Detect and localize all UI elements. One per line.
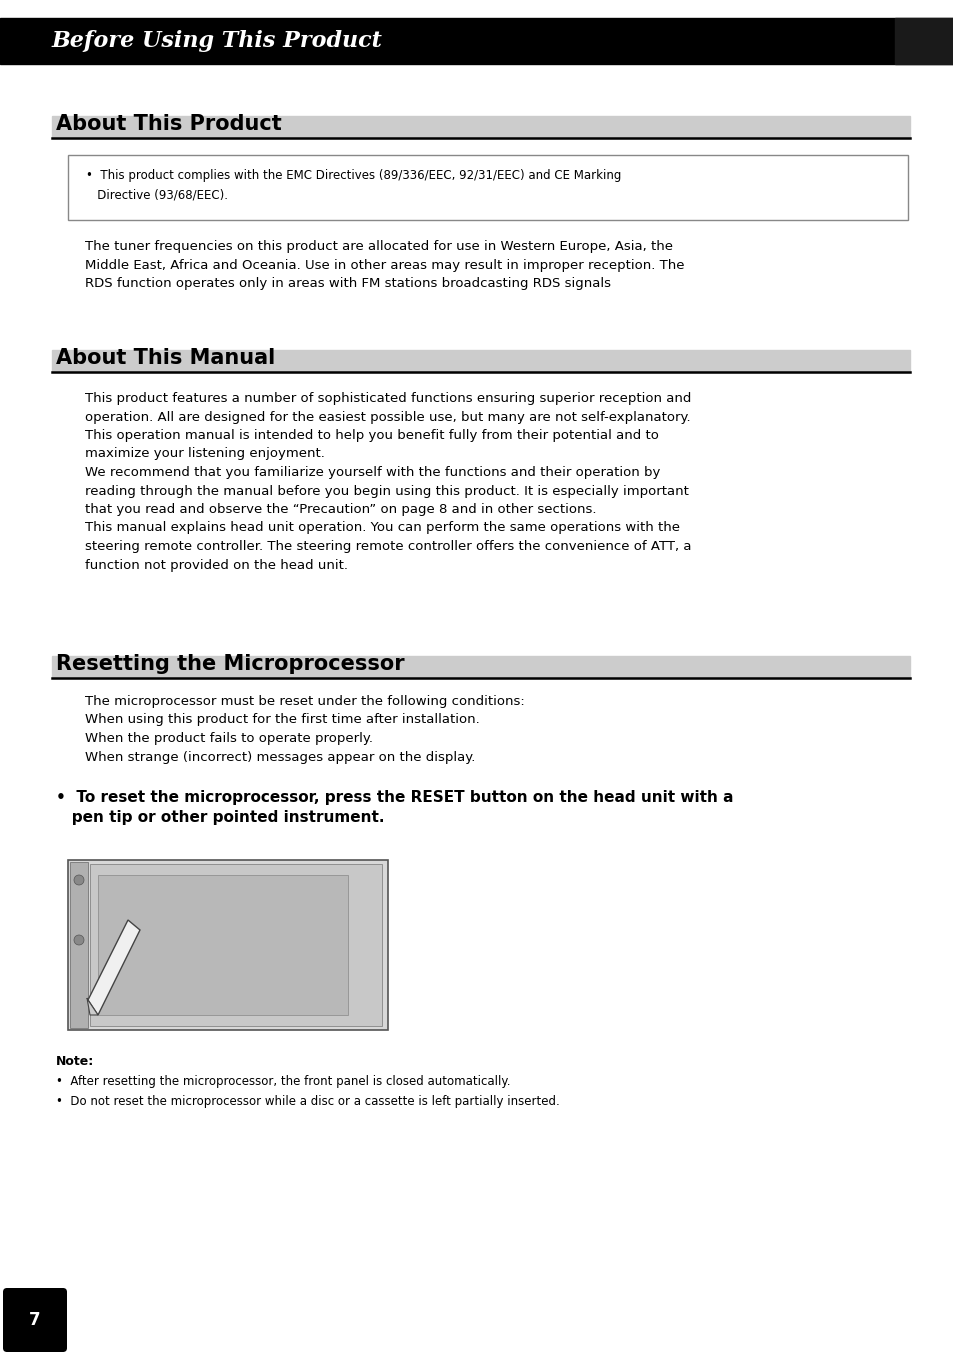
Circle shape	[74, 875, 84, 885]
Bar	[68, 154, 907, 220]
Bar	[52, 117, 909, 138]
Text: This product features a number of sophisticated functions ensuring superior rece: This product features a number of sophis…	[85, 392, 691, 572]
Bar	[0, 18, 953, 64]
Bar	[68, 860, 388, 1030]
Text: Resetting the Microprocessor: Resetting the Microprocessor	[56, 654, 404, 673]
Bar	[70, 862, 88, 1028]
Text: Directive (93/68/EEC).: Directive (93/68/EEC).	[86, 188, 228, 202]
Text: •  After resetting the microprocessor, the front panel is closed automatically.: • After resetting the microprocessor, th…	[56, 1075, 510, 1088]
Text: About This Manual: About This Manual	[56, 348, 275, 369]
Bar	[894, 18, 953, 64]
Text: Note:: Note:	[56, 1056, 94, 1068]
Bar	[52, 350, 909, 373]
Bar	[52, 656, 909, 678]
Text: •  Do not reset the microprocessor while a disc or a cassette is left partially : • Do not reset the microprocessor while …	[56, 1095, 559, 1108]
Text: pen tip or other pointed instrument.: pen tip or other pointed instrument.	[56, 810, 384, 825]
Bar	[90, 864, 381, 1026]
Polygon shape	[87, 999, 98, 1015]
Text: The tuner frequencies on this product are allocated for use in Western Europe, A: The tuner frequencies on this product ar…	[85, 240, 684, 290]
Text: Before Using This Product: Before Using This Product	[52, 30, 382, 51]
Text: The microprocessor must be reset under the following conditions:
When using this: The microprocessor must be reset under t…	[85, 695, 524, 763]
FancyBboxPatch shape	[3, 1289, 67, 1352]
Polygon shape	[88, 920, 140, 1015]
Text: •  This product complies with the EMC Directives (89/336/EEC, 92/31/EEC) and CE : • This product complies with the EMC Dir…	[86, 169, 620, 182]
Text: About This Product: About This Product	[56, 114, 281, 134]
Text: •  To reset the microprocessor, press the RESET button on the head unit with a: • To reset the microprocessor, press the…	[56, 790, 733, 805]
Circle shape	[74, 935, 84, 944]
Text: 7: 7	[30, 1312, 41, 1329]
Bar	[98, 875, 348, 1015]
